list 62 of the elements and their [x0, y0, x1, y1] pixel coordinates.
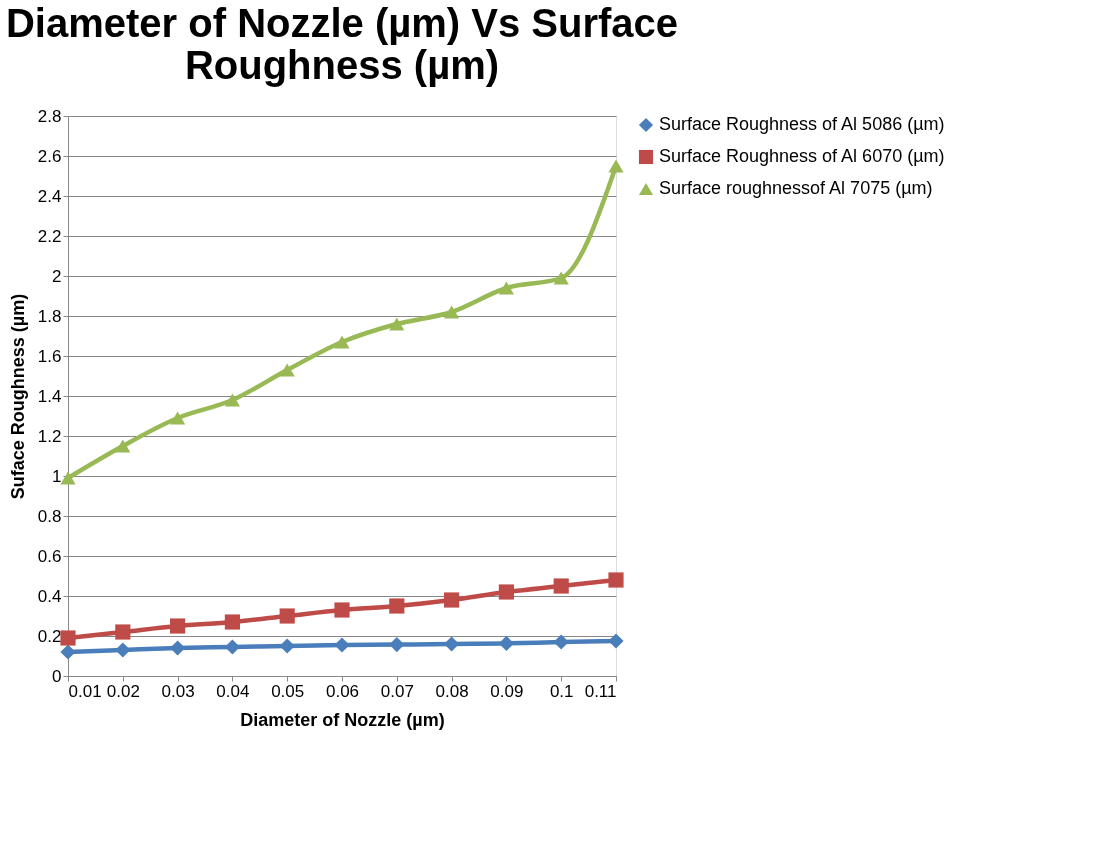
y-tick-label: 0.6 — [37, 546, 62, 566]
y-tick-label: 2.8 — [37, 106, 62, 126]
x-tick-label: 0.09 — [490, 681, 524, 701]
point — [334, 335, 350, 349]
legend-label: Surface Roughness of Al 6070 (µm) — [659, 146, 945, 166]
legend-label: Surface Roughness of Al 5086 (µm) — [659, 114, 945, 134]
point — [170, 618, 186, 634]
x-tick-label: 0.07 — [380, 681, 414, 701]
x-tick-label: 0.05 — [271, 681, 305, 701]
point — [60, 644, 76, 660]
point — [224, 393, 240, 407]
y-tick-label: 2.4 — [37, 186, 62, 206]
y-tick-label: 1.6 — [37, 346, 62, 366]
y-tick-label: 2.2 — [37, 226, 62, 246]
point — [115, 439, 131, 453]
point — [498, 584, 514, 600]
point — [498, 635, 514, 651]
y-tick-label: 1.2 — [37, 426, 62, 446]
x-axis-title: Diameter of Nozzle (µm) — [240, 709, 445, 730]
point — [389, 317, 405, 331]
y-tick-label: 0.2 — [37, 626, 62, 646]
point — [389, 598, 405, 614]
point — [170, 411, 186, 425]
y-tick-label: 0.8 — [37, 506, 62, 526]
point — [279, 363, 295, 377]
point — [608, 159, 624, 173]
x-tick-label: 0.1 — [549, 681, 574, 701]
point — [553, 578, 569, 594]
y-tick-label: 2 — [52, 266, 62, 286]
point — [608, 633, 624, 649]
x-tick-label: 0.01 — [68, 681, 102, 701]
point — [553, 271, 569, 285]
y-tick-label: 0.4 — [37, 586, 62, 606]
point — [115, 624, 131, 640]
x-tick-label: 0.08 — [435, 681, 469, 701]
point — [279, 638, 295, 654]
y-tick-label: 1.4 — [37, 386, 62, 406]
x-tick-label: 0.02 — [106, 681, 140, 701]
y-axis-title: Suface Roughness (µm) — [7, 293, 28, 500]
point — [334, 602, 350, 618]
x-tick-label: 0.06 — [325, 681, 360, 701]
legend-label: Surface roughnessof Al 7075 (µm) — [659, 178, 933, 198]
point — [553, 634, 569, 650]
point — [608, 572, 624, 588]
y-tick-label: 2.6 — [37, 146, 62, 166]
point — [444, 305, 460, 319]
point — [389, 637, 405, 653]
point — [334, 637, 350, 653]
point — [444, 592, 460, 608]
x-tick-label: 0.04 — [216, 681, 250, 701]
point — [60, 630, 76, 646]
y-tick-label: 0 — [52, 666, 62, 686]
point — [60, 471, 76, 485]
y-tick-label: 1 — [52, 466, 62, 486]
point — [115, 642, 131, 658]
x-tick-label: 0.03 — [161, 681, 195, 701]
point — [279, 608, 295, 624]
point — [498, 281, 514, 295]
chart-title: Diameter of Nozzle (µm) Vs Surface Roughness (µm) — [5, 1, 679, 87]
point — [224, 614, 240, 630]
y-tick-label: 1.8 — [37, 306, 62, 326]
x-tick-label: 0.11 — [584, 681, 617, 701]
